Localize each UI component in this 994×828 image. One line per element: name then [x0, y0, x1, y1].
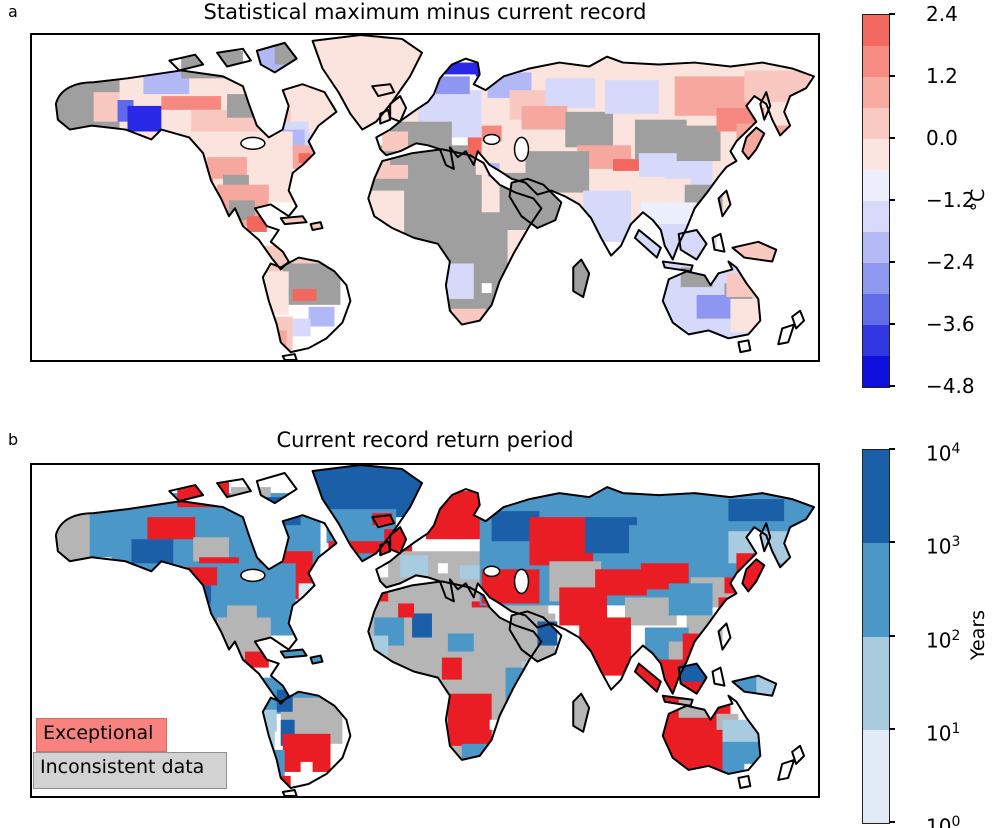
legend-exceptional: Exceptional: [36, 718, 167, 752]
great-lakes-a: [240, 136, 266, 150]
caspian-sea-a: [513, 136, 530, 162]
black-sea-a: [482, 133, 501, 146]
panel-b-title: Current record return period: [276, 428, 574, 452]
colorbar-b-unit: Years: [967, 609, 989, 661]
region-patches-a: [55, 35, 815, 351]
great-lakes-b: [240, 568, 266, 583]
panel-a-label: a: [8, 2, 18, 21]
colorbar-a-unit: °C: [967, 188, 989, 212]
panel-b-map-frame: [30, 463, 820, 798]
legend-exceptional-label: Exceptional: [43, 722, 154, 744]
black-sea-b: [482, 565, 501, 578]
world-map-b: [54, 465, 816, 796]
legend-inconsistent-data-label: Inconsistent data: [40, 756, 205, 778]
panel-b-label: b: [8, 430, 19, 449]
panel-a-map-frame: [30, 33, 820, 362]
caspian-sea-b: [513, 568, 530, 595]
colorbar-a-ticks: 2.4 1.2 0.0 −1.2 −2.4 −3.6 −4.8: [862, 2, 994, 398]
colorbar-a: [862, 14, 890, 388]
colorbar-b: [862, 449, 890, 824]
world-map-a: [54, 35, 816, 360]
panel-a-title: Statistical maximum minus current record: [203, 0, 647, 24]
legend-inconsistent-data: Inconsistent data: [33, 752, 227, 789]
colorbar-b-ticks: 104 103 102 101 100: [862, 441, 994, 828]
